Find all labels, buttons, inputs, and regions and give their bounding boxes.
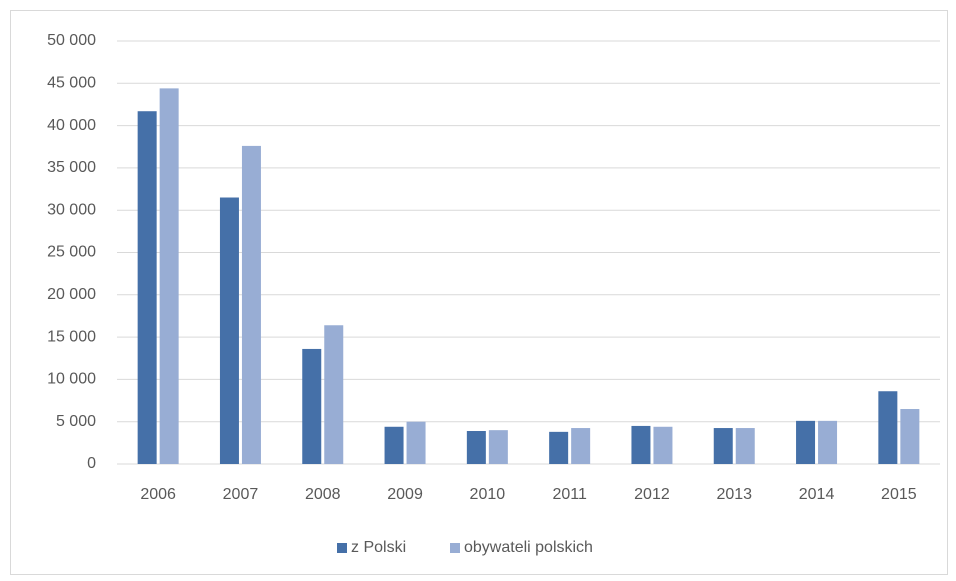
bar (796, 420, 816, 464)
y-tick-label: 10 000 (47, 371, 96, 388)
bar (900, 409, 920, 464)
bar (466, 431, 486, 464)
bar (878, 391, 898, 464)
x-tick-label: 2011 (552, 486, 587, 503)
y-tick-label: 25 000 (47, 244, 96, 261)
x-tick-label: 2008 (305, 486, 341, 503)
y-tick-label: 40 000 (47, 117, 96, 134)
y-tick-label: 5 000 (56, 413, 96, 430)
legend-label: z Polski (351, 539, 406, 556)
bar (488, 430, 508, 464)
bar (653, 426, 673, 464)
bar (571, 428, 591, 464)
y-tick-label: 30 000 (47, 201, 96, 218)
bar (159, 88, 179, 464)
y-tick-label: 50 000 (47, 32, 96, 49)
y-tick-label: 45 000 (47, 75, 96, 92)
legend-swatch (337, 543, 347, 553)
x-tick-label: 2013 (716, 486, 752, 503)
y-tick-label: 20 000 (47, 286, 96, 303)
bar (384, 426, 404, 464)
y-tick-label: 15 000 (47, 328, 96, 345)
bar (406, 421, 426, 464)
x-tick-label: 2007 (223, 486, 259, 503)
bar (302, 348, 322, 464)
bar (631, 425, 651, 464)
bar (137, 111, 157, 464)
bar (735, 428, 755, 464)
x-tick-label: 2010 (470, 486, 506, 503)
bar (713, 428, 733, 464)
bar (324, 325, 344, 464)
x-tick-label: 2014 (799, 486, 835, 503)
y-tick-label: 35 000 (47, 159, 96, 176)
bar (241, 145, 261, 465)
x-tick-label: 2006 (140, 486, 176, 503)
legend-label: obywateli polskich (464, 539, 593, 556)
bar (818, 420, 838, 464)
legend-swatch (450, 543, 460, 553)
x-tick-label: 2009 (387, 486, 423, 503)
bar (549, 431, 569, 464)
bar (219, 197, 239, 464)
x-tick-label: 2012 (634, 486, 670, 503)
x-tick-label: 2015 (881, 486, 917, 503)
y-tick-label: 0 (87, 455, 96, 472)
